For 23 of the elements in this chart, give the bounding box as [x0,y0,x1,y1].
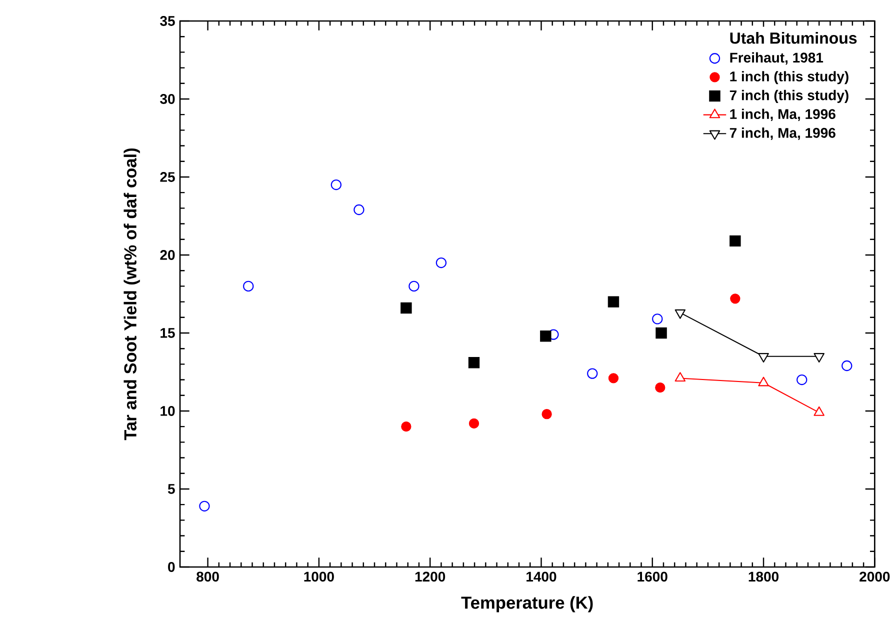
y-tick-label: 0 [168,562,175,572]
legend-label: 7 inch (this study) [730,90,848,103]
x-tick-label: 1800 [748,572,779,582]
x-axis-title: Temperature (K) [461,596,593,612]
y-tick-label: 25 [160,172,175,182]
y-tick-label: 20 [160,250,175,260]
x-tick-label: 2000 [860,572,890,582]
x-tick-label: 1400 [526,572,556,582]
y-axis-title: Tar and Soot Yield (wt% of daf coal) [124,148,140,440]
y-tick-label: 15 [160,328,175,338]
x-tick-label: 1200 [415,572,446,582]
x-tick-label: 800 [196,572,219,582]
x-tick-label: 1000 [304,572,334,582]
y-tick-label: 5 [168,484,175,494]
y-tick-label: 30 [160,94,175,104]
legend-label: 1 inch (this study) [730,71,848,84]
y-tick-label: 35 [160,16,175,26]
x-tick-label: 1600 [638,572,668,582]
legend-label: 1 inch, Ma, 1996 [730,108,836,122]
legend-title: Utah Bituminous [730,32,857,44]
y-tick-label: 10 [160,406,175,416]
legend-label: 7 inch, Ma, 1996 [730,128,836,140]
legend-label: Freihaut, 1981 [730,52,824,65]
